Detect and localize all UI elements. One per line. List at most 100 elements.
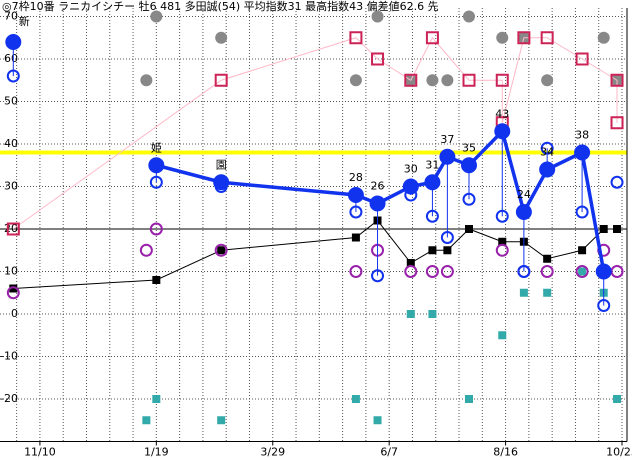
marker bbox=[373, 416, 382, 425]
data-label: 37 bbox=[440, 133, 454, 146]
x-tick-label: 6/7 bbox=[380, 446, 398, 459]
marker bbox=[6, 222, 20, 236]
marker bbox=[440, 231, 454, 244]
marker bbox=[428, 246, 437, 255]
series-line bbox=[13, 219, 618, 289]
x-tick-label: 1/19 bbox=[144, 446, 169, 459]
marker bbox=[610, 265, 624, 278]
marker bbox=[425, 265, 439, 278]
x-tick-label: 11/10 bbox=[24, 446, 56, 459]
marker bbox=[461, 157, 478, 174]
marker bbox=[371, 269, 385, 283]
marker bbox=[498, 331, 507, 340]
marker bbox=[540, 265, 554, 278]
marker bbox=[494, 123, 511, 140]
y-tick-label: 30 bbox=[4, 180, 18, 193]
marker bbox=[371, 52, 385, 66]
marker bbox=[148, 157, 165, 174]
x-tick-label: 10/25 bbox=[606, 446, 632, 459]
y-tick-label: -10 bbox=[0, 350, 18, 363]
annotation: 園 bbox=[216, 158, 227, 171]
marker bbox=[515, 204, 532, 220]
x-tick-label: 8/16 bbox=[493, 446, 518, 459]
y-tick-label: 50 bbox=[4, 95, 18, 108]
marker bbox=[517, 31, 531, 45]
marker bbox=[463, 10, 476, 23]
annotation: 姫 bbox=[151, 140, 162, 154]
marker bbox=[402, 178, 419, 195]
marker bbox=[214, 73, 228, 87]
marker bbox=[6, 286, 20, 300]
marker bbox=[578, 267, 587, 276]
y-tick-label: 70 bbox=[4, 10, 18, 23]
marker bbox=[495, 209, 509, 223]
marker bbox=[519, 288, 528, 297]
marker bbox=[575, 265, 589, 278]
marker bbox=[578, 246, 587, 255]
marker bbox=[351, 233, 360, 242]
y-tick-label: 60 bbox=[4, 52, 18, 65]
marker bbox=[540, 141, 554, 155]
annotation: 新 bbox=[19, 14, 30, 28]
marker bbox=[425, 31, 439, 45]
marker bbox=[349, 31, 363, 45]
marker bbox=[465, 225, 474, 233]
marker bbox=[441, 74, 454, 87]
data-label: 34 bbox=[540, 146, 554, 159]
marker bbox=[574, 144, 591, 161]
marker bbox=[404, 265, 418, 278]
data-label: 26 bbox=[371, 180, 385, 193]
marker bbox=[595, 263, 612, 280]
marker bbox=[424, 174, 441, 191]
marker bbox=[495, 243, 509, 257]
marker bbox=[369, 195, 386, 212]
marker bbox=[404, 73, 418, 87]
marker bbox=[610, 175, 624, 189]
marker bbox=[142, 416, 151, 425]
y-tick-label: 10 bbox=[4, 265, 18, 278]
marker bbox=[517, 265, 531, 278]
marker bbox=[349, 205, 363, 219]
marker bbox=[462, 192, 476, 206]
marker bbox=[139, 243, 153, 257]
marker bbox=[428, 310, 437, 318]
marker bbox=[217, 416, 226, 425]
data-label: 31 bbox=[425, 158, 439, 171]
marker bbox=[152, 395, 161, 403]
marker bbox=[5, 34, 22, 50]
marker bbox=[217, 246, 226, 255]
marker bbox=[439, 148, 456, 165]
marker bbox=[613, 395, 622, 403]
data-label: 38 bbox=[575, 129, 589, 142]
marker bbox=[440, 265, 454, 278]
marker bbox=[149, 175, 163, 189]
marker bbox=[465, 395, 474, 403]
data-label: 35 bbox=[462, 141, 476, 154]
data-label: 28 bbox=[349, 171, 363, 184]
marker bbox=[540, 31, 554, 45]
marker bbox=[610, 116, 624, 130]
marker bbox=[541, 74, 554, 87]
marker bbox=[140, 74, 153, 87]
marker bbox=[613, 225, 622, 233]
marker bbox=[152, 276, 161, 284]
marker bbox=[539, 161, 556, 178]
marker bbox=[575, 205, 589, 219]
y-tick-label: 40 bbox=[4, 137, 18, 150]
marker bbox=[215, 31, 228, 44]
marker bbox=[426, 74, 439, 87]
marker bbox=[347, 187, 364, 203]
marker bbox=[351, 395, 360, 403]
marker bbox=[150, 10, 163, 23]
marker bbox=[599, 225, 608, 233]
y-tick-label: 0 bbox=[11, 307, 18, 320]
marker bbox=[543, 254, 552, 263]
marker bbox=[462, 73, 476, 87]
marker bbox=[597, 31, 610, 44]
marker bbox=[425, 209, 439, 223]
marker bbox=[406, 310, 415, 318]
marker bbox=[349, 265, 363, 278]
marker bbox=[543, 288, 552, 297]
data-label: 30 bbox=[404, 163, 418, 176]
